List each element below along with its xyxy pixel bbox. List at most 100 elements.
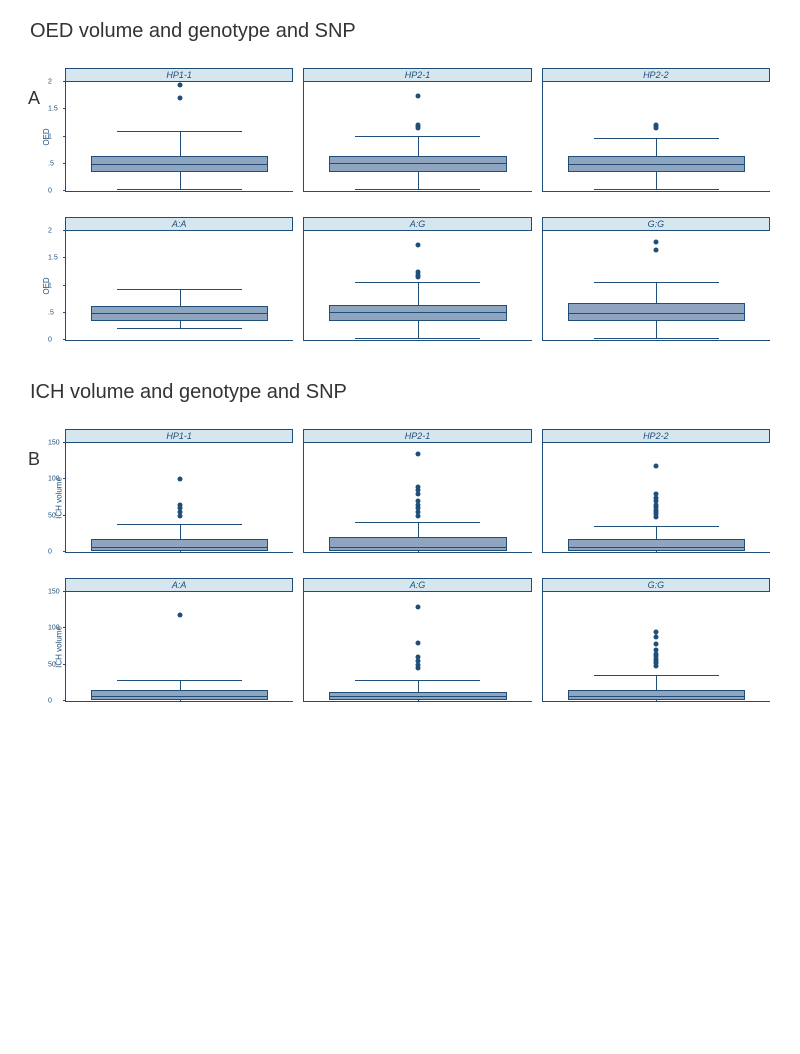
plot-area bbox=[303, 592, 531, 702]
y-tick-label: 0 bbox=[48, 698, 52, 705]
plot-row: A:AOED0.511.52A:GG:G bbox=[65, 217, 770, 341]
y-tick-mark bbox=[63, 108, 66, 109]
outlier-point bbox=[415, 499, 420, 504]
median-line bbox=[568, 696, 745, 697]
box bbox=[568, 690, 745, 699]
whisker-cap-upper bbox=[594, 282, 719, 283]
y-tick-label: .5 bbox=[48, 160, 54, 167]
y-tick-mark bbox=[63, 312, 66, 313]
outlier-point bbox=[415, 655, 420, 660]
box bbox=[329, 156, 506, 172]
box bbox=[329, 305, 506, 321]
whisker-cap-lower bbox=[117, 328, 242, 329]
outlier-point bbox=[177, 82, 182, 87]
subplot-label: A:A bbox=[65, 217, 293, 231]
y-tick-label: 1 bbox=[48, 133, 52, 140]
y-tick-label: 50 bbox=[48, 512, 56, 519]
subplot-label: A:G bbox=[303, 578, 531, 592]
whisker-cap-lower bbox=[117, 701, 242, 702]
plot-row: HP1-1ICH volume050100150HP2-1HP2-2 bbox=[65, 429, 770, 553]
y-tick-label: 100 bbox=[48, 625, 60, 632]
subplot-label: HP2-2 bbox=[542, 429, 770, 443]
plot-area bbox=[542, 82, 770, 192]
plot-area: ICH volume050100150 bbox=[65, 443, 293, 553]
y-tick-mark bbox=[63, 664, 66, 665]
whisker-cap-lower bbox=[117, 189, 242, 190]
median-line bbox=[329, 312, 506, 313]
median-line bbox=[329, 696, 506, 697]
outlier-point bbox=[177, 613, 182, 618]
whisker-upper bbox=[180, 681, 181, 690]
y-tick-label: .5 bbox=[48, 309, 54, 316]
subplot-label: HP2-1 bbox=[303, 68, 531, 82]
y-tick-mark bbox=[63, 81, 66, 82]
subplot-label: A:G bbox=[303, 217, 531, 231]
whisker-cap-upper bbox=[117, 680, 242, 681]
whisker-upper bbox=[656, 676, 657, 691]
whisker-cap-lower bbox=[355, 552, 480, 553]
y-tick-label: 150 bbox=[48, 440, 60, 447]
whisker-cap-lower bbox=[594, 189, 719, 190]
outlier-point bbox=[415, 242, 420, 247]
panel-a-letter: A bbox=[28, 88, 40, 109]
whisker-upper bbox=[180, 290, 181, 306]
whisker-lower bbox=[418, 321, 419, 339]
whisker-cap-upper bbox=[355, 136, 480, 137]
y-tick-mark bbox=[63, 442, 66, 443]
outlier-point bbox=[415, 122, 420, 127]
subplot: HP2-1 bbox=[303, 68, 531, 192]
whisker-cap-upper bbox=[355, 522, 480, 523]
whisker-upper bbox=[418, 681, 419, 693]
panel-a-grid: HP1-1OED0.511.52HP2-1HP2-2A:AOED0.511.52… bbox=[65, 68, 770, 341]
outlier-point bbox=[654, 629, 659, 634]
outlier-point bbox=[654, 635, 659, 640]
whisker-lower bbox=[656, 321, 657, 339]
subplot: A:G bbox=[303, 217, 531, 341]
y-tick-label: 0 bbox=[48, 337, 52, 344]
y-tick-label: 2 bbox=[48, 228, 52, 235]
whisker-cap-upper bbox=[594, 675, 719, 676]
plot-area bbox=[542, 443, 770, 553]
y-tick-mark bbox=[63, 700, 66, 701]
y-tick-label: 1 bbox=[48, 282, 52, 289]
y-tick-label: 1.5 bbox=[48, 106, 58, 113]
y-tick-mark bbox=[63, 190, 66, 191]
y-tick-mark bbox=[63, 515, 66, 516]
outlier-point bbox=[415, 451, 420, 456]
outlier-point bbox=[415, 604, 420, 609]
box bbox=[329, 537, 506, 550]
plot-area: ICH volume050100150 bbox=[65, 592, 293, 702]
y-tick-mark bbox=[63, 339, 66, 340]
plot-row: HP1-1OED0.511.52 HP2-1 HP2-2 bbox=[65, 68, 770, 192]
whisker-lower bbox=[656, 172, 657, 190]
whisker-upper bbox=[656, 283, 657, 303]
whisker-upper bbox=[418, 283, 419, 305]
y-tick-mark bbox=[63, 478, 66, 479]
section-b-title: ICH volume and genotype and SNP bbox=[30, 381, 770, 404]
whisker-cap-lower bbox=[355, 338, 480, 339]
box bbox=[91, 690, 268, 699]
whisker-upper bbox=[418, 523, 419, 538]
subplot-label: A:A bbox=[65, 578, 293, 592]
y-tick-label: 150 bbox=[48, 589, 60, 596]
median-line bbox=[329, 163, 506, 164]
whisker-cap-upper bbox=[117, 131, 242, 132]
subplot-label: HP2-2 bbox=[542, 68, 770, 82]
whisker-cap-upper bbox=[355, 680, 480, 681]
outlier-point bbox=[654, 464, 659, 469]
plot-area: OED0.511.52 bbox=[65, 82, 293, 192]
plot-area bbox=[542, 231, 770, 341]
whisker-upper bbox=[180, 132, 181, 155]
outlier-point bbox=[654, 642, 659, 647]
outlier-point bbox=[415, 269, 420, 274]
subplot: A:AICH volume050100150 bbox=[65, 578, 293, 702]
whisker-cap-upper bbox=[355, 282, 480, 283]
whisker-cap-lower bbox=[355, 701, 480, 702]
subplot: HP1-1OED0.511.52 bbox=[65, 68, 293, 192]
y-tick-mark bbox=[63, 163, 66, 164]
outlier-point bbox=[415, 93, 420, 98]
subplot: HP1-1ICH volume050100150 bbox=[65, 429, 293, 553]
outlier-point bbox=[654, 648, 659, 653]
outlier-point bbox=[177, 477, 182, 482]
y-tick-label: 50 bbox=[48, 661, 56, 668]
